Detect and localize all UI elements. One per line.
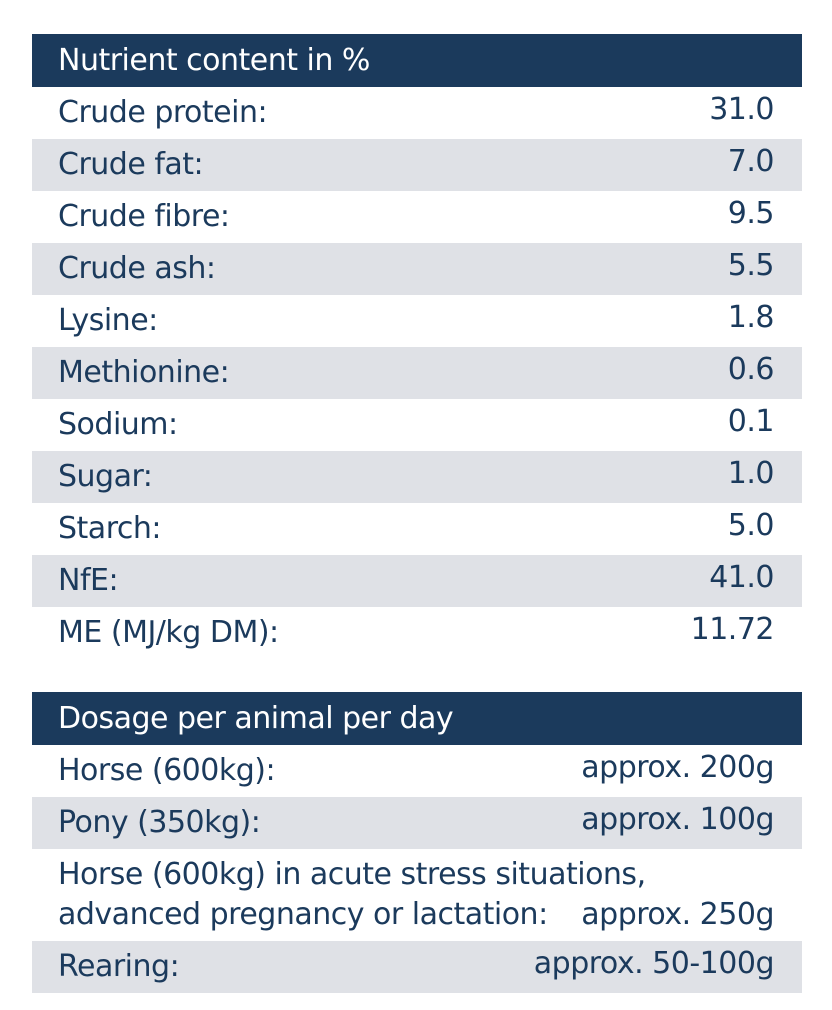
row-label: Sodium: [58,407,178,442]
table-row: NfE: 41.0 [32,555,802,607]
row-label: Crude ash: [58,251,216,286]
row-label: ME (MJ/kg DM): [58,615,279,650]
table-row: Rearing: approx. 50-100g [32,941,802,993]
table-row: Horse (600kg) in acute stress situations… [32,849,802,941]
row-label: Starch: [58,511,161,546]
dosage-table-title: Dosage per animal per day [32,692,802,745]
row-label: Rearing: [58,949,180,984]
row-value: approx. 100g [581,802,774,837]
row-label-line-2: advanced pregnancy or lactation: [58,897,548,932]
row-value: 0.6 [727,352,775,387]
row-label: Crude protein: [58,95,268,130]
row-value: 1.8 [727,300,775,335]
row-value: 41.0 [709,560,774,595]
nutrient-table-title: Nutrient content in % [32,34,802,87]
row-value: 1.0 [727,456,775,491]
row-label: Pony (350kg): [58,805,261,840]
table-row: Crude ash: 5.5 [32,243,802,295]
row-value: 0.1 [727,404,775,439]
table-row: Sodium: 0.1 [32,399,802,451]
row-label: Sugar: [58,459,153,494]
table-row: Methionine: 0.6 [32,347,802,399]
table-row: Crude fat: 7.0 [32,139,802,191]
row-value: approx. 50-100g [533,946,775,981]
table-row: Lysine: 1.8 [32,295,802,347]
row-value: approx. 200g [581,750,774,785]
row-value: 5.5 [727,248,775,283]
row-label: Lysine: [58,303,158,338]
row-label-line-1: Horse (600kg) in acute stress situations… [58,857,646,892]
row-value: 7.0 [727,144,775,179]
row-value: 9.5 [727,196,775,231]
row-value: 11.72 [690,612,775,647]
row-value: 31.0 [709,92,774,127]
row-label: NfE: [58,563,119,598]
row-label: Methionine: [58,355,230,390]
table-row: Pony (350kg): approx. 100g [32,797,802,849]
nutrient-table: Nutrient content in % Crude protein: 31.… [32,34,802,659]
table-row: Sugar: 1.0 [32,451,802,503]
row-label: Horse (600kg) in acute stress situations… [58,855,646,935]
row-label: Crude fat: [58,147,204,182]
row-value: 5.0 [727,508,775,543]
table-row: Horse (600kg): approx. 200g [32,745,802,797]
dosage-table: Dosage per animal per day Horse (600kg):… [32,692,802,993]
table-row: Crude fibre: 9.5 [32,191,802,243]
table-row: Starch: 5.0 [32,503,802,555]
table-row: Crude protein: 31.0 [32,87,802,139]
row-value: approx. 250g [581,897,774,932]
row-label: Horse (600kg): [58,753,276,788]
table-row: ME (MJ/kg DM): 11.72 [32,607,802,659]
row-label: Crude fibre: [58,199,230,234]
